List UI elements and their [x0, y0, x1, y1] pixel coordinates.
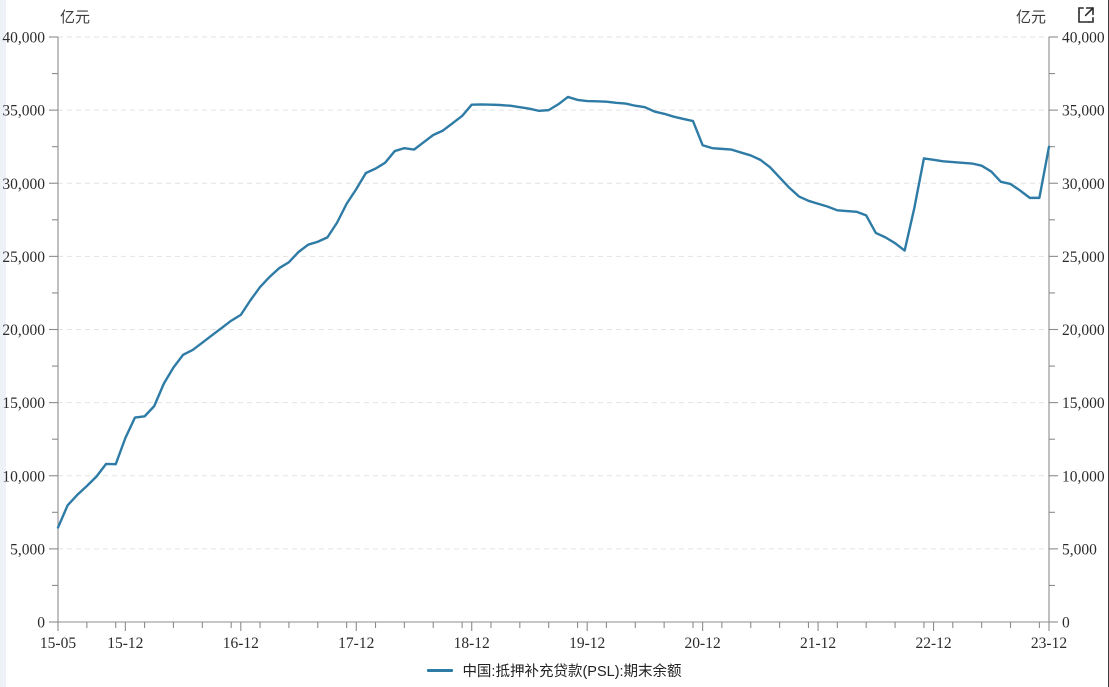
right-tick-label: 5,000 — [1062, 541, 1097, 558]
left-tick-label: 30,000 — [2, 176, 45, 193]
external-link-icon[interactable] — [1076, 5, 1096, 25]
right-tick-label: 20,000 — [1062, 322, 1105, 339]
left-tick-label: 10,000 — [2, 468, 45, 485]
x-tick-label: 22-12 — [915, 635, 951, 652]
series-line-psl — [56, 95, 1051, 529]
right-tick-label: 15,000 — [1062, 395, 1105, 412]
x-tick-label: 20-12 — [685, 635, 721, 652]
x-tick-label: 19-12 — [569, 635, 605, 652]
left-tick-label: 20,000 — [2, 322, 45, 339]
chart-legend: 中国:抵押补充贷款(PSL):期末余额 — [0, 660, 1108, 681]
series-group — [56, 95, 1051, 529]
right-tick-label: 35,000 — [1062, 103, 1105, 120]
right-tick-label: 0 — [1062, 615, 1070, 632]
legend-label: 中国:抵押补充贷款(PSL):期末余额 — [462, 664, 682, 680]
x-tick-label: 23-12 — [1031, 635, 1067, 652]
right-tick-label: 25,000 — [1062, 249, 1105, 266]
left-tick-label: 40,000 — [2, 30, 45, 47]
x-tick-label: 21-12 — [800, 635, 836, 652]
x-tick-label: 15-05 — [40, 635, 76, 652]
right-tick-label: 40,000 — [1062, 30, 1105, 47]
gridlines-group — [58, 36, 1049, 550]
bottom-axis: 15-05 15-12 16-12 17-12 18-12 19-12 20-12 21-12… — [40, 621, 1067, 652]
right-tick-label: 30,000 — [1062, 176, 1105, 193]
left-edge-strip — [0, 0, 6, 687]
x-tick-label: 16-12 — [223, 635, 259, 652]
legend-swatch — [427, 669, 454, 672]
left-axis-unit-label: 亿元 — [60, 9, 91, 26]
right-tick-label: 10,000 — [1062, 468, 1105, 485]
left-axis: 0 5,000 10,000 15,000 20,000 25,000 30,000 35,0… — [2, 30, 59, 632]
right-axis-unit-label: 亿元 — [1015, 9, 1046, 26]
left-tick-label: 5,000 — [10, 541, 45, 558]
x-tick-label: 18-12 — [454, 635, 490, 652]
left-tick-label: 35,000 — [2, 103, 45, 120]
right-axis: 0 5,000 10,000 15,000 20,000 25,000 30,000 35,0… — [1048, 30, 1105, 632]
left-tick-label: 0 — [37, 615, 45, 632]
left-tick-label: 15,000 — [2, 395, 45, 412]
x-tick-label: 15-12 — [107, 635, 143, 652]
left-tick-label: 25,000 — [2, 249, 45, 266]
x-tick-label: 17-12 — [338, 635, 374, 652]
